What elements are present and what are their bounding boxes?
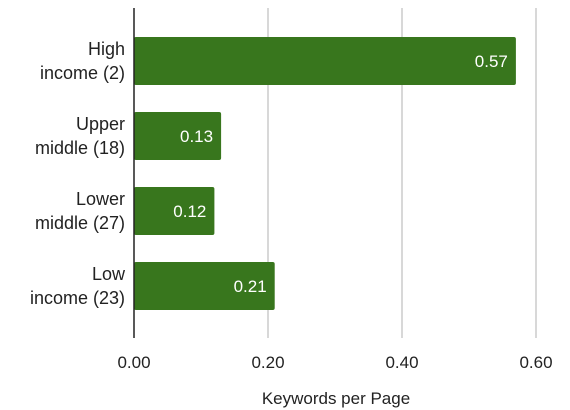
labels: 0.00 0.20 0.40 0.60 0.57 High income (2) 0.13 Up… — [30, 39, 553, 372]
category-label: Upper middle (18) — [35, 114, 125, 158]
bar-value-label: 0.12 — [173, 202, 206, 221]
bar — [134, 262, 275, 310]
x-tick-label: 0.20 — [251, 353, 284, 372]
x-tick-label: 0.00 — [117, 353, 150, 372]
category-label: Lower middle (27) — [35, 189, 125, 233]
x-tick-label: 0.60 — [519, 353, 552, 372]
bars — [134, 37, 516, 310]
x-tick-label: 0.40 — [385, 353, 418, 372]
bar-value-label: 0.13 — [180, 127, 213, 146]
x-axis-title: Keywords per Page — [262, 389, 410, 408]
bar — [134, 112, 222, 160]
bar-value-label: 0.21 — [234, 277, 267, 296]
category-label: High income (2) — [40, 39, 125, 83]
category-label: Low income (23) — [30, 264, 126, 308]
bar — [134, 37, 516, 85]
bar — [134, 187, 215, 235]
bar-value-label: 0.57 — [475, 52, 508, 71]
